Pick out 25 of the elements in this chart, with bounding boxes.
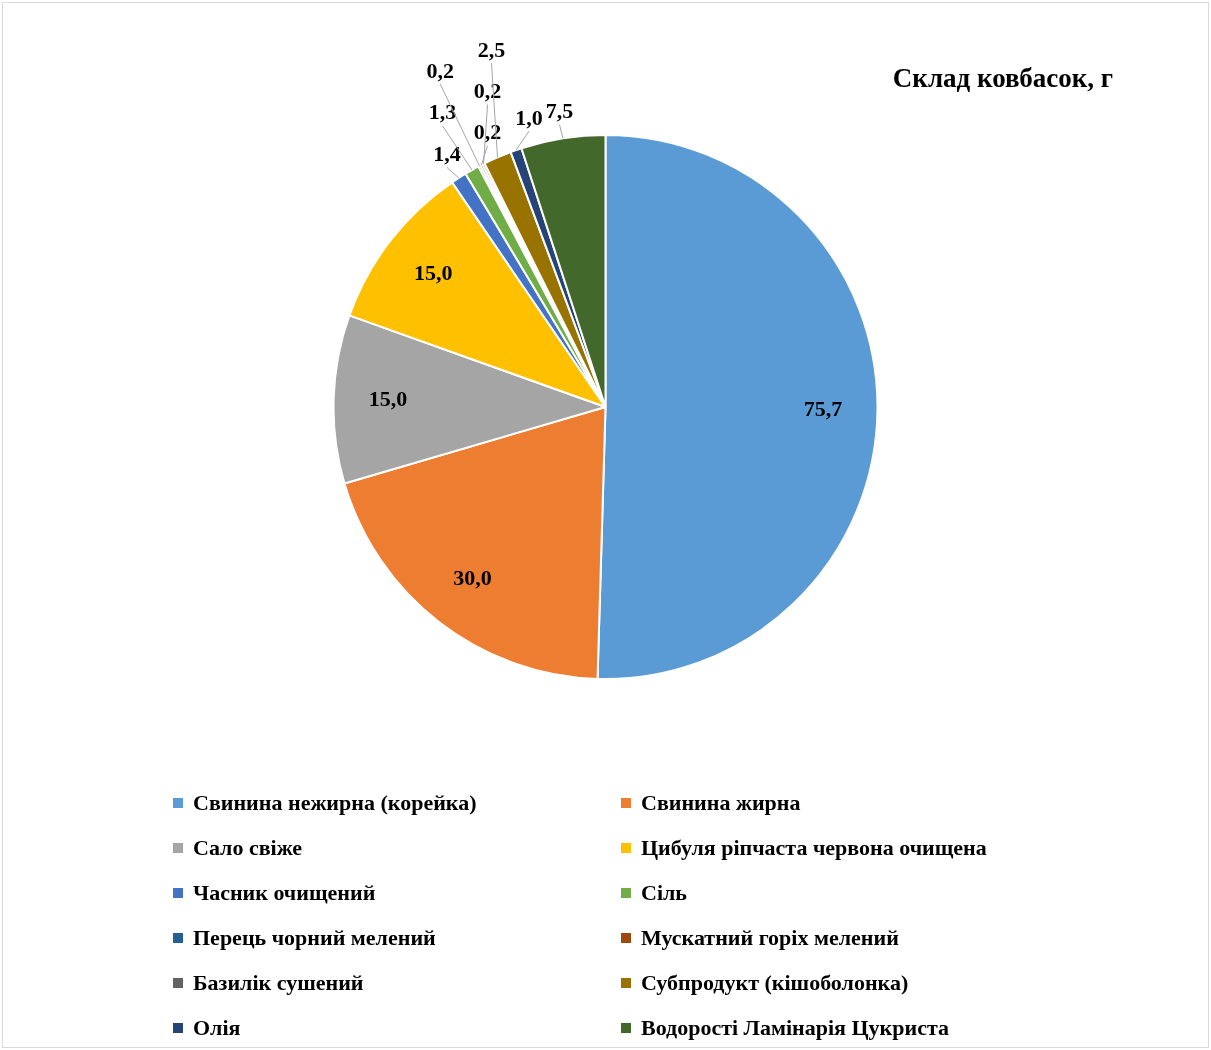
legend-label: Субпродукт (кішоболонка) <box>640 968 910 997</box>
data-label: 0,2 <box>473 78 502 104</box>
data-label: 1,4 <box>433 141 461 167</box>
data-label: 75,7 <box>803 395 843 421</box>
data-label: 1,0 <box>515 104 543 130</box>
legend-label: Водорості Ламінарія Цукриста <box>640 1013 951 1042</box>
data-label: 15,0 <box>368 386 408 412</box>
data-label: 2,5 <box>477 36 506 62</box>
legend-label: Базилік сушений <box>192 968 365 997</box>
data-label: 15,0 <box>414 259 453 285</box>
legend-label: Свинина нежирна (корейка) <box>192 788 478 817</box>
data-label: 30,0 <box>453 564 492 590</box>
data-label: 7,5 <box>545 98 574 124</box>
text: Склад ковбасок, г <box>892 63 1113 94</box>
legend-label: Мускатний горіх мелений <box>640 923 900 952</box>
data-label: 1,3 <box>428 99 457 125</box>
legend-label: Олія <box>192 1013 242 1042</box>
legend-label: Сало свіже <box>192 833 304 862</box>
legend-label: Часник очищений <box>192 878 377 907</box>
legend-label: Перець чорний мелений <box>192 923 437 952</box>
data-label: 0,2 <box>473 119 502 145</box>
data-label: 0,2 <box>426 57 454 83</box>
legend-label: Цибуля ріпчаста червона очищена <box>640 833 988 862</box>
legend-label: Свинина жирна <box>640 788 802 817</box>
legend-label: Сіль <box>640 878 688 907</box>
